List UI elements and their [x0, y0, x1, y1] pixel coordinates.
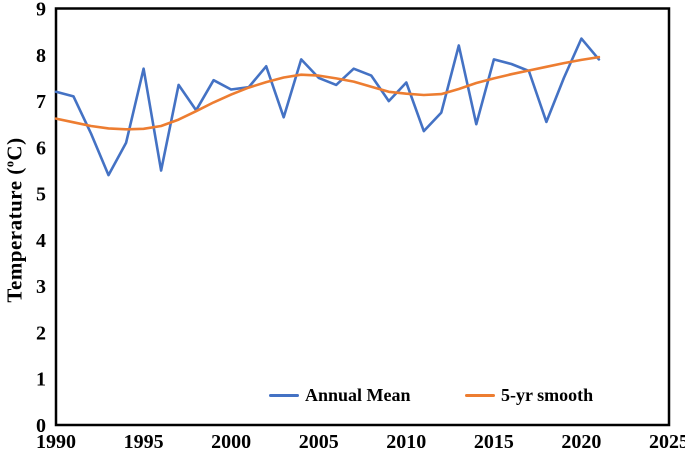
y-tick-label: 4: [36, 230, 46, 252]
y-tick-label: 3: [36, 276, 46, 298]
smooth-line: [54, 55, 601, 131]
y-tick-label: 5: [36, 184, 46, 206]
x-tick-label: 1995: [124, 431, 164, 453]
y-tick-label: 9: [36, 0, 46, 21]
y-tick-label: 6: [36, 137, 46, 159]
y-tick-label: 2: [36, 322, 46, 344]
y-axis-title: Temperature (oC): [3, 137, 28, 302]
y-tick-label: 8: [36, 45, 46, 67]
y-axis-title-unit: C): [2, 137, 27, 161]
y-axis-title-text: Temperature (: [2, 167, 27, 303]
x-tick-label: 2010: [386, 431, 426, 453]
x-tick-label: 2015: [474, 431, 514, 453]
degree-superscript: o: [2, 160, 17, 168]
x-tick-label: 2025: [649, 431, 685, 453]
y-tick-label: 0: [36, 415, 46, 437]
smooth-line-sample: [465, 394, 495, 397]
legend-item-5yr-smooth: 5-yr smooth: [465, 385, 593, 406]
annual-mean-line: [54, 37, 601, 177]
x-tick-label: 2020: [561, 431, 601, 453]
legend-label-5yr-smooth: 5-yr smooth: [501, 385, 594, 405]
x-tick-label: 1990: [36, 431, 76, 453]
x-tick-label: 2000: [211, 431, 251, 453]
plot-border: [54, 7, 671, 427]
legend-item-annual-mean: Annual Mean: [269, 385, 411, 406]
annual-mean-line-sample: [269, 394, 299, 397]
legend-label-annual-mean: Annual Mean: [305, 385, 411, 405]
y-tick-label: 7: [36, 91, 46, 113]
y-tick-label: 1: [36, 369, 46, 391]
x-tick-label: 2005: [299, 431, 339, 453]
